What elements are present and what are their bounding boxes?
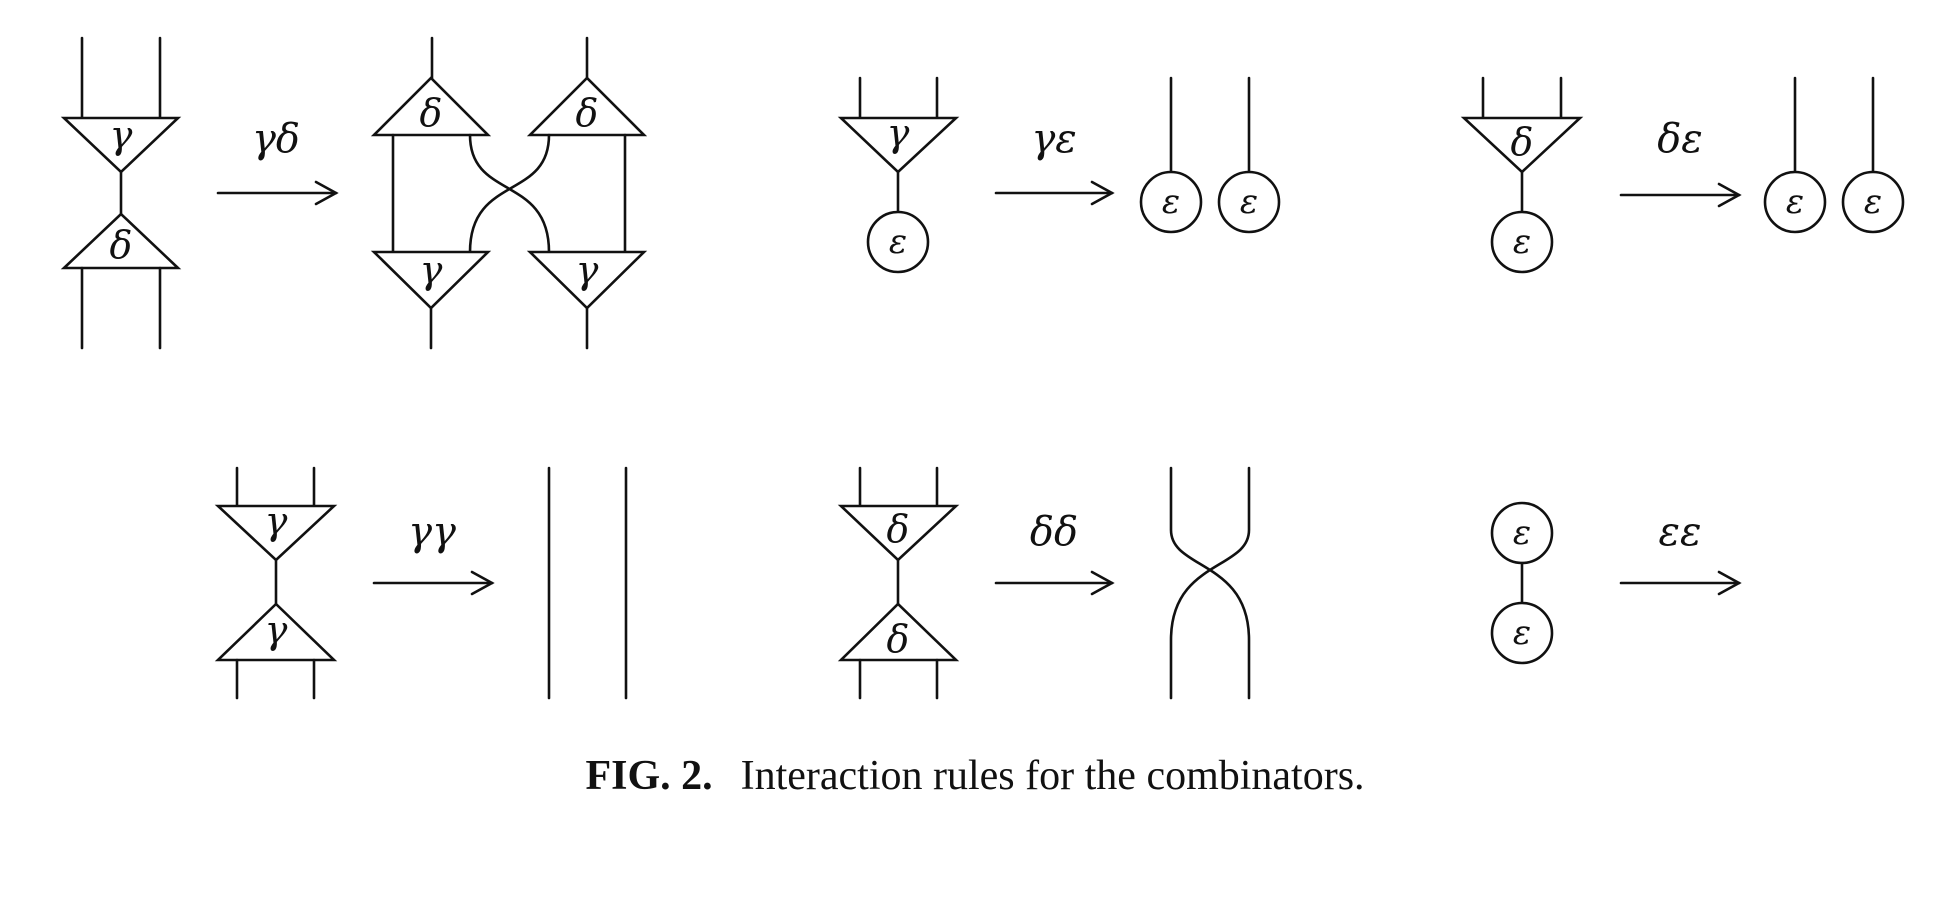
epsilon-symbol: ε [1162,182,1180,222]
rhs-gamma-delta: δ δ γ γ [370,36,648,350]
epsilon-symbol: ε [1240,182,1258,222]
epsilon-symbol: ε [1864,182,1882,222]
epsilon-agent [1490,601,1554,665]
rule-epsilon-epsilon: ε ε εε [1490,501,1742,665]
epsilon-symbol: ε [1513,513,1531,553]
rule-label-gamma-epsilon: γε [1031,116,1076,162]
gamma-symbol: γ [265,499,288,543]
lhs-delta-delta: δ δ [837,466,960,700]
lhs-gamma-epsilon: γ ε [837,76,960,274]
epsilon-symbol: ε [1513,222,1531,262]
rule-gamma-epsilon: γ ε γε ε ε [837,76,1281,274]
delta-agent [837,504,960,562]
epsilon-agent [1490,210,1554,274]
rule-label-epsilon-epsilon: εε [1659,509,1702,555]
gamma-symbol: γ [420,248,443,292]
caption-text: Interaction rules for the combinators. [740,753,1365,799]
rhs-delta-epsilon: ε ε [1763,76,1905,234]
gamma-agent [837,116,960,174]
arrow-delta-epsilon [1619,182,1742,208]
gamma-symbol: γ [265,608,288,652]
rhs-gamma-gamma [547,466,628,700]
gamma-symbol: γ [110,113,133,157]
rule-label-delta-delta: δδ [1030,509,1078,555]
delta-symbol: δ [110,223,133,267]
delta-symbol: δ [1511,120,1534,164]
figure-caption: FIG. 2. Interaction rules for the combina… [0,752,1950,800]
epsilon-agent [1841,170,1905,234]
delta-agent [837,602,960,662]
rule-label-gamma-delta: γδ [252,116,300,162]
arrow-gamma-gamma [372,570,495,596]
epsilon-agent [866,210,930,274]
rule-gamma-delta: γ δ γδ δ δ γ γ [60,36,648,350]
rule-label-gamma-gamma: γγ [408,509,456,555]
delta-agent [60,212,182,270]
figure-number: FIG. 2. [585,753,713,799]
lhs-delta-epsilon: δ ε [1460,76,1584,274]
delta-agent [370,76,492,137]
rule-gamma-gamma: γ γ γγ [214,466,628,700]
epsilon-agent [1763,170,1827,234]
rule-delta-epsilon: δ ε δε ε ε [1460,76,1905,274]
epsilon-agent [1139,170,1203,234]
gamma-symbol: γ [576,248,599,292]
arrow-gamma-delta [216,180,339,206]
gamma-symbol: γ [887,111,910,155]
lhs-gamma-gamma: γ γ [214,466,338,700]
rhs-gamma-epsilon: ε ε [1139,76,1281,234]
lhs-gamma-delta: γ δ [60,36,182,350]
epsilon-symbol: ε [889,222,907,262]
epsilon-agent [1217,170,1281,234]
delta-symbol: δ [887,507,910,551]
arrow-delta-delta [994,570,1115,596]
delta-agent [1460,116,1584,174]
gamma-agent [214,602,338,662]
delta-agent [526,76,648,137]
delta-symbol: δ [887,617,910,661]
epsilon-symbol: ε [1513,613,1531,653]
gamma-agent [526,250,648,310]
rule-label-delta-epsilon: δε [1657,116,1703,162]
gamma-agent [214,504,338,562]
gamma-agent [60,116,182,174]
lhs-epsilon-epsilon: ε ε [1490,501,1554,665]
gamma-agent [370,250,492,310]
epsilon-symbol: ε [1786,182,1804,222]
delta-symbol: δ [420,91,443,135]
rule-delta-delta: δ δ δδ [837,466,1251,700]
rhs-delta-delta [1169,466,1251,700]
arrow-epsilon-epsilon [1619,570,1742,596]
delta-symbol: δ [576,91,599,135]
arrow-gamma-epsilon [994,180,1115,206]
